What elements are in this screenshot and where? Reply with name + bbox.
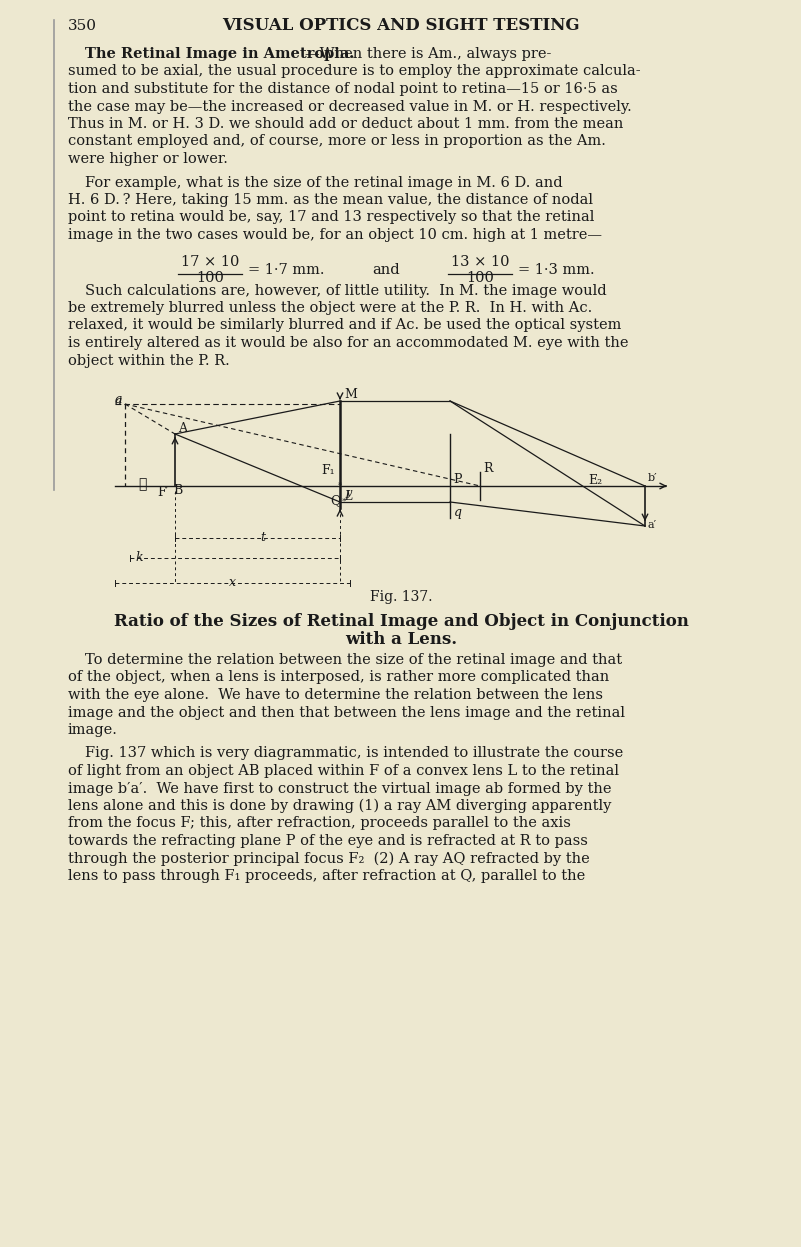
Text: of the object, when a lens is interposed, is rather more complicated than: of the object, when a lens is interposed… <box>68 671 610 685</box>
Text: 350: 350 <box>68 19 97 32</box>
Text: Ratio of the Sizes of Retinal Image and Object in Conjunction: Ratio of the Sizes of Retinal Image and … <box>114 614 688 630</box>
Text: Such calculations are, however, of little utility.  In M. the image would: Such calculations are, however, of littl… <box>85 283 606 298</box>
Text: tion and substitute for the distance of nodal point to retina—15 or 16·5 as: tion and substitute for the distance of … <box>68 82 618 96</box>
Text: image b′a′.  We have first to construct the virtual image ab formed by the: image b′a′. We have first to construct t… <box>68 782 611 796</box>
Text: = 1·7 mm.: = 1·7 mm. <box>248 263 324 277</box>
Text: F′: F′ <box>157 486 168 499</box>
Text: B: B <box>173 484 183 498</box>
Text: To determine the relation between the size of the retinal image and that: To determine the relation between the si… <box>85 653 622 667</box>
Text: point to retina would be, say, 17 and 13 respectively so that the retinal: point to retina would be, say, 17 and 13… <box>68 211 594 224</box>
Text: k: k <box>135 551 143 564</box>
Text: VISUAL OPTICS AND SIGHT TESTING: VISUAL OPTICS AND SIGHT TESTING <box>222 17 580 34</box>
Text: q: q <box>454 506 462 519</box>
Text: is entirely altered as it would be also for an accommodated M. eye with the: is entirely altered as it would be also … <box>68 335 629 350</box>
Text: 13 × 10: 13 × 10 <box>451 256 509 269</box>
Text: The Retinal Image in Ametropia.: The Retinal Image in Ametropia. <box>85 47 354 61</box>
Text: Fig. 137.: Fig. 137. <box>370 590 433 604</box>
Text: L: L <box>344 490 352 503</box>
Text: 100: 100 <box>466 272 494 286</box>
Text: ℓ: ℓ <box>138 478 147 491</box>
Text: towards the refracting plane P of the eye and is refracted at R to pass: towards the refracting plane P of the ey… <box>68 834 588 848</box>
Text: of light from an object AB placed within F of a convex lens L to the retinal: of light from an object AB placed within… <box>68 764 619 778</box>
Text: b′: b′ <box>648 473 658 483</box>
Text: A: A <box>178 421 187 435</box>
Text: Thus in M. or H. 3 D. we should add or deduct about 1 mm. from the mean: Thus in M. or H. 3 D. we should add or d… <box>68 117 623 131</box>
Text: a: a <box>115 395 123 408</box>
Text: through the posterior principal focus F₂  (2) A ray AQ refracted by the: through the posterior principal focus F₂… <box>68 852 590 865</box>
Text: Fig. 137 which is very diagrammatic, is intended to illustrate the course: Fig. 137 which is very diagrammatic, is … <box>85 747 623 761</box>
Text: relaxed, it would be similarly blurred and if Ac. be used the optical system: relaxed, it would be similarly blurred a… <box>68 318 622 333</box>
Text: a: a <box>115 393 123 407</box>
Text: sumed to be axial, the usual procedure is to employ the approximate calcula-: sumed to be axial, the usual procedure i… <box>68 65 641 79</box>
Text: y: y <box>345 488 352 498</box>
Text: x: x <box>228 576 235 589</box>
Text: lens to pass through F₁ proceeds, after refraction at Q, parallel to the: lens to pass through F₁ proceeds, after … <box>68 869 586 883</box>
Text: *: * <box>342 498 346 506</box>
Text: with a Lens.: with a Lens. <box>345 631 457 648</box>
Text: P: P <box>453 473 461 486</box>
Text: H. 6 D. ? Here, taking 15 mm. as the mean value, the distance of nodal: H. 6 D. ? Here, taking 15 mm. as the mea… <box>68 193 593 207</box>
Text: = 1·3 mm.: = 1·3 mm. <box>518 263 594 277</box>
Text: t: t <box>260 531 265 544</box>
Text: *: * <box>338 483 342 490</box>
Text: constant employed and, of course, more or less in proportion as the Am.: constant employed and, of course, more o… <box>68 135 606 148</box>
Text: Q: Q <box>330 494 340 508</box>
Text: a′: a′ <box>648 520 657 530</box>
Text: image in the two cases would be, for an object 10 cm. high at 1 metre—: image in the two cases would be, for an … <box>68 228 602 242</box>
Text: were higher or lower.: were higher or lower. <box>68 152 227 166</box>
Text: image and the object and then that between the lens image and the retinal: image and the object and then that betwe… <box>68 706 625 720</box>
Text: with the eye alone.  We have to determine the relation between the lens: with the eye alone. We have to determine… <box>68 688 603 702</box>
Text: from the focus F; this, after refraction, proceeds parallel to the axis: from the focus F; this, after refraction… <box>68 817 571 831</box>
Text: —When there is Am., always pre-: —When there is Am., always pre- <box>305 47 551 61</box>
Text: F₁: F₁ <box>321 464 335 478</box>
Text: image.: image. <box>68 723 118 737</box>
Text: the case may be—the increased or decreased value in M. or H. respectively.: the case may be—the increased or decreas… <box>68 100 632 113</box>
Text: 17 × 10: 17 × 10 <box>181 256 239 269</box>
Text: M: M <box>344 388 357 402</box>
Text: object within the P. R.: object within the P. R. <box>68 353 230 368</box>
Text: lens alone and this is done by drawing (1) a ray AM diverging apparently: lens alone and this is done by drawing (… <box>68 798 611 813</box>
Text: 100: 100 <box>196 272 224 286</box>
Text: and: and <box>372 263 400 277</box>
Text: For example, what is the size of the retinal image in M. 6 D. and: For example, what is the size of the ret… <box>85 176 562 190</box>
Text: be extremely blurred unless the object were at the P. R.  In H. with Ac.: be extremely blurred unless the object w… <box>68 301 592 315</box>
Text: E₂: E₂ <box>588 474 602 488</box>
Text: R: R <box>483 461 493 475</box>
